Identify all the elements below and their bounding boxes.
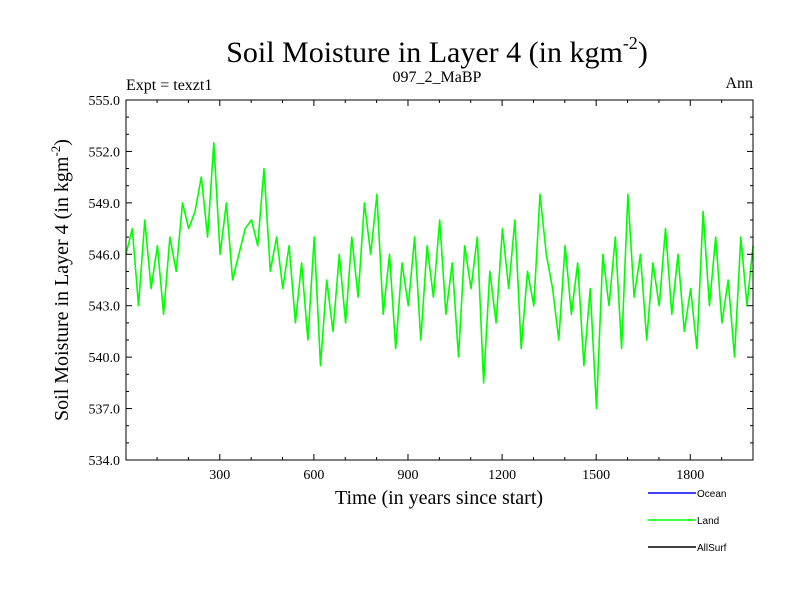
- y-axis-title: Soil Moisture in Layer 4 (in kgm-2): [48, 139, 73, 421]
- y-tick-label: 540.0: [89, 351, 121, 366]
- y-tick-label: 546.0: [89, 248, 121, 263]
- legend: Ocean Land AllSurf: [648, 489, 727, 554]
- chart-title: Soil Moisture in Layer 4 (in kgm-2): [226, 33, 648, 69]
- y-tick-label: 534.0: [89, 454, 121, 469]
- x-axis-title: Time (in years since start): [335, 487, 543, 509]
- series-line-land: [125, 142, 754, 410]
- series-layer: [125, 142, 754, 410]
- x-tick-label: 1500: [582, 468, 610, 483]
- y-tick-label: 552.0: [89, 145, 121, 160]
- y-axis: 534.0 537.0 540.0 543.0 546.0 549.0 552.0 555.0: [89, 94, 753, 469]
- plot-frame: [125, 99, 754, 461]
- legend-label-land: Land: [697, 516, 719, 527]
- y-tick-label: 549.0: [89, 197, 121, 212]
- x-tick-label: 1800: [676, 468, 704, 483]
- experiment-label: Expt = texzt1: [126, 77, 212, 94]
- x-tick-label: 900: [397, 468, 418, 483]
- x-tick-label: 600: [303, 468, 324, 483]
- x-axis: 300 600 900 1200 1500 1800: [156, 100, 723, 483]
- x-tick-label: 1200: [488, 468, 516, 483]
- y-tick-label: 555.0: [89, 94, 121, 109]
- x-tick-label: 300: [209, 468, 230, 483]
- y-tick-label: 543.0: [89, 300, 121, 315]
- y-tick-label: 537.0: [89, 403, 121, 418]
- legend-label-ocean: Ocean: [697, 489, 726, 500]
- legend-label-allsurf: AllSurf: [697, 543, 727, 554]
- subtitle-label: 097_2_MaBP: [393, 69, 482, 86]
- period-label: Ann: [725, 75, 753, 92]
